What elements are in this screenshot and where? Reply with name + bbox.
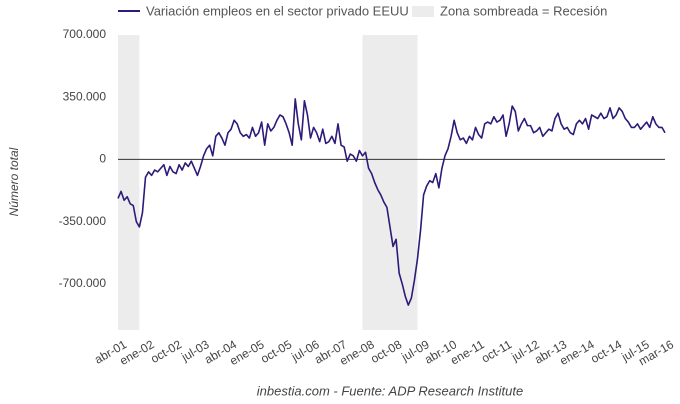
y-tick-label: -700.000	[59, 276, 107, 290]
y-tick-label: -350.000	[59, 214, 107, 228]
footer: inbestia.com - Fuente: ADP Research Inst…	[257, 383, 523, 398]
recession-shade	[362, 35, 418, 330]
legend-swatch	[412, 6, 434, 17]
y-tick-label: 700.000	[63, 27, 107, 41]
legend-label: Zona sombreada = Recesión	[440, 3, 607, 18]
recession-shade	[118, 35, 140, 330]
y-axis-label: Número total	[7, 147, 21, 216]
y-tick-label: 0	[99, 152, 106, 166]
legend-label: Variación empleos en el sector privado E…	[146, 3, 409, 18]
data-line	[117, 98, 666, 306]
y-tick-label: 350.000	[63, 89, 107, 103]
